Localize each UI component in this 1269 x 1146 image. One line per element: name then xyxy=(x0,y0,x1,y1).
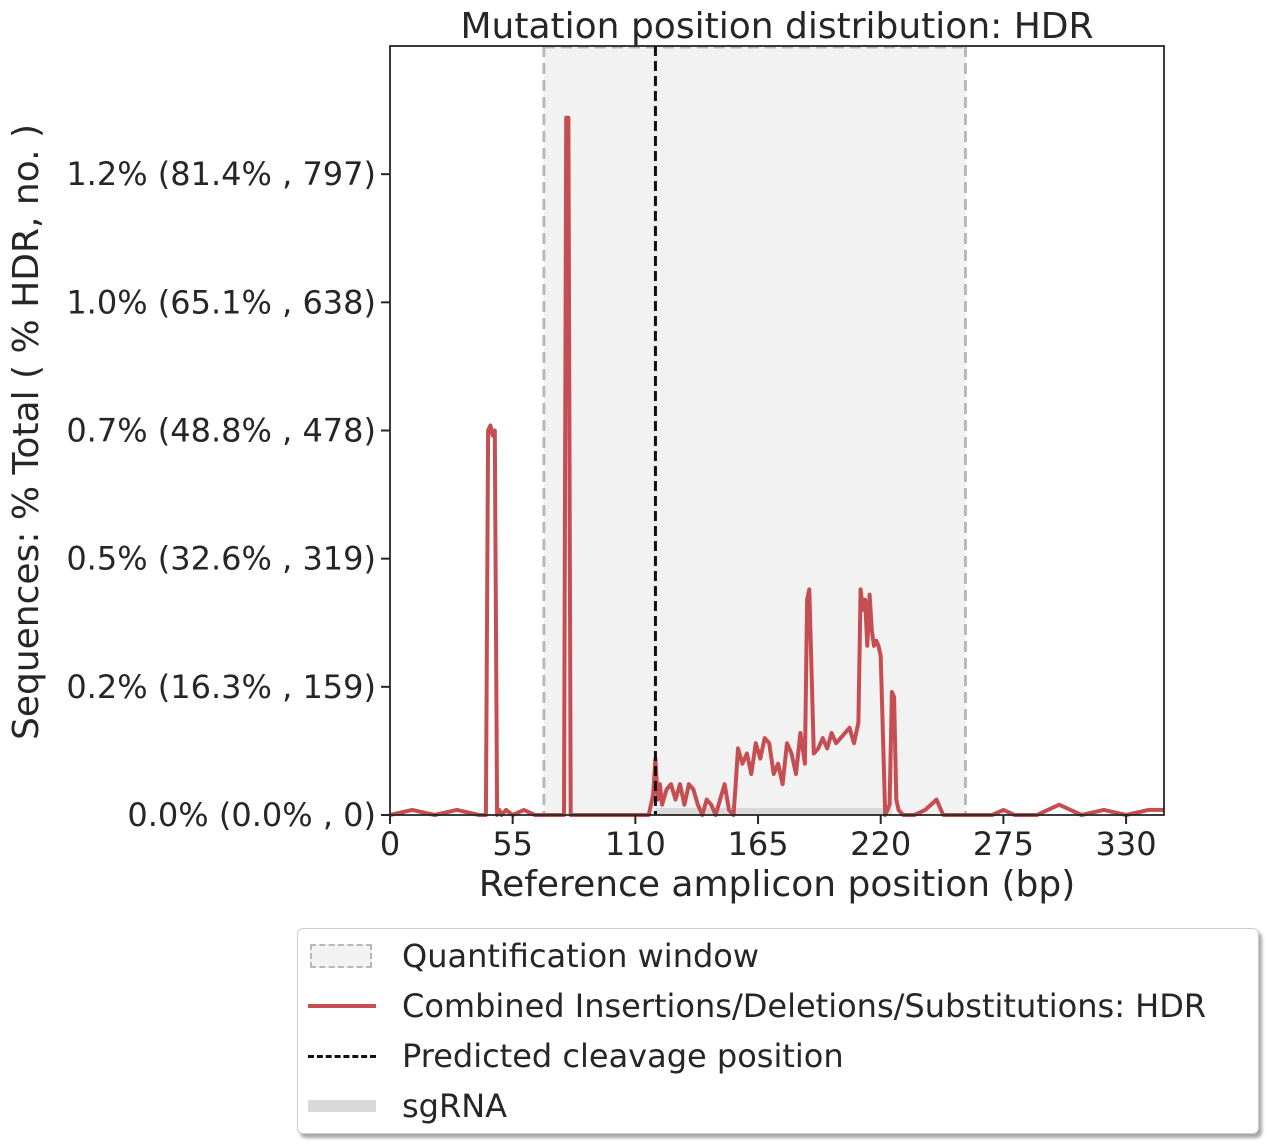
sgrna-bar xyxy=(655,808,892,814)
legend-label: Predicted cleavage position xyxy=(402,1037,844,1075)
legend-label: sgRNA xyxy=(402,1087,508,1125)
series-line-0 xyxy=(389,115,1164,817)
legend-item-predicted-cleavage: Predicted cleavage position xyxy=(308,1033,844,1079)
y-tick-label: 0.5% (32.6% , 319) xyxy=(66,540,376,578)
quantification-window-swatch xyxy=(308,941,376,971)
x-tick-label: 220 xyxy=(850,825,911,863)
x-axis-label: Reference amplicon position (bp) xyxy=(479,864,1076,905)
x-tick-label: 55 xyxy=(492,825,533,863)
sgrna-swatch xyxy=(308,1091,376,1121)
y-tick-label: 0.2% (16.3% , 159) xyxy=(66,668,376,706)
y-tick-label: 0.7% (48.8% , 478) xyxy=(66,412,376,450)
legend-item-combined-mutations: Combined Insertions/Deletions/Substituti… xyxy=(308,983,1206,1029)
legend-label: Combined Insertions/Deletions/Substituti… xyxy=(402,987,1207,1025)
quantification-window xyxy=(543,46,966,815)
y-axis-label: Sequences: % Total ( % HDR, no. ) xyxy=(6,124,47,740)
legend-label: Quantification window xyxy=(402,937,760,975)
dashed-line-swatch xyxy=(308,1041,376,1071)
chart-title: Mutation position distribution: HDR xyxy=(460,6,1093,47)
legend-item-quantification-window: Quantification window xyxy=(308,933,759,979)
y-tick-label: 1.0% (65.1% , 638) xyxy=(66,283,376,321)
x-tick-label: 165 xyxy=(728,825,789,863)
mutation-position-chart: 0 55 110 165 220 275 330 0.0% (0.0% , 0) 0.2% (1… xyxy=(6,6,1165,905)
x-tick-label: 275 xyxy=(973,825,1034,863)
x-tick-label: 110 xyxy=(605,825,666,863)
legend-item-sgrna: sgRNA xyxy=(308,1083,507,1129)
x-tick-label: 330 xyxy=(1096,825,1157,863)
y-tick-label: 1.2% (81.4% , 797) xyxy=(66,155,376,193)
legend: Quantification window Combined Insertion… xyxy=(297,928,1259,1134)
x-tick-label: 0 xyxy=(380,825,400,863)
y-tick-label: 0.0% (0.0% , 0) xyxy=(127,796,376,834)
line-swatch xyxy=(308,991,376,1021)
